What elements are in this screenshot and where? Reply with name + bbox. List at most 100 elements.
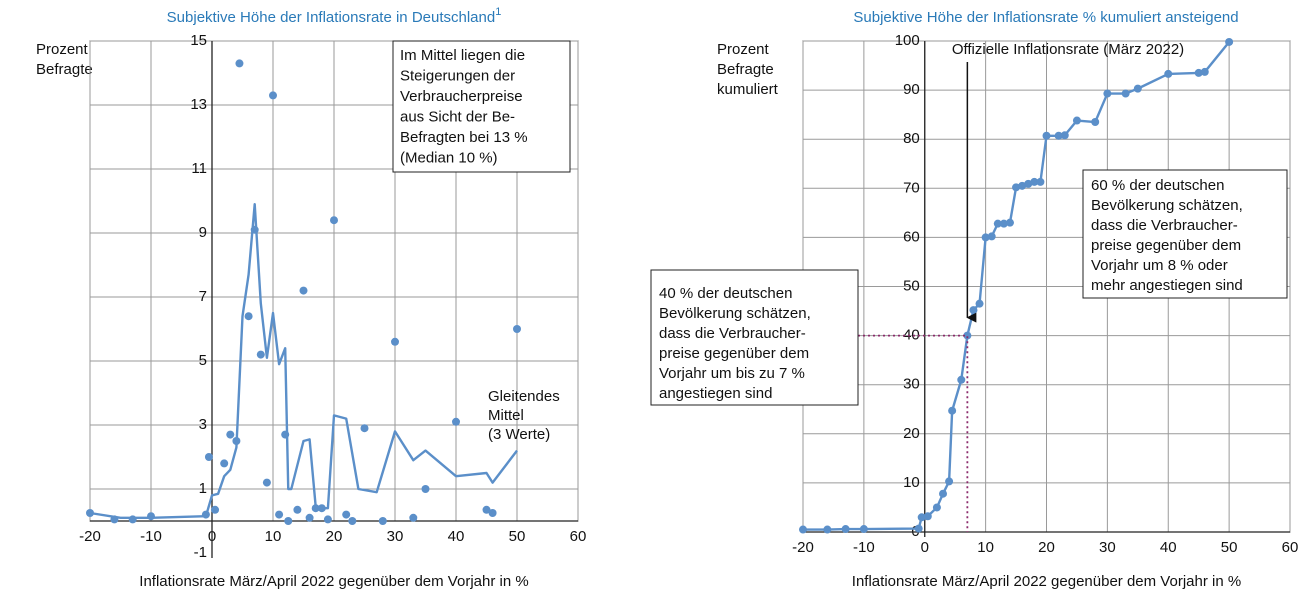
data-point: [987, 232, 996, 241]
data-point: [939, 489, 948, 498]
x-tick-label: 30: [387, 528, 404, 545]
y-tick-label: 70: [903, 179, 920, 196]
y-tick-label: 10: [903, 474, 920, 491]
data-point: [999, 219, 1008, 228]
data-point: [1042, 131, 1051, 140]
annotation-text: angestiegen sind: [659, 385, 772, 402]
annotation-box: [1082, 169, 1288, 299]
y-axis-label: Befragte: [36, 61, 93, 78]
data-point: [360, 424, 369, 433]
data-point: [823, 525, 832, 534]
data-point: [963, 331, 972, 340]
data-point: [1200, 67, 1209, 76]
data-point: [1133, 84, 1142, 93]
data-point: [1103, 89, 1112, 98]
data-point: [421, 485, 430, 493]
y-tick-label: 5: [199, 352, 207, 369]
data-point: [948, 406, 957, 415]
y-tick-label: 80: [903, 130, 920, 147]
series-line: [89, 203, 518, 519]
data-point: [409, 513, 418, 522]
y-tick-label: 11: [191, 160, 207, 177]
data-point: [1121, 89, 1130, 98]
y-tick-label: 40: [903, 327, 920, 344]
y-tick-label: 13: [190, 96, 207, 113]
data-point: [1164, 69, 1173, 78]
annotation-text: Befragten bei 13 %: [400, 129, 528, 146]
y-tick-label: 1: [199, 480, 207, 497]
data-point: [452, 417, 460, 426]
annotation-text: (Median 10 %): [400, 149, 498, 166]
title-text: Subjektive Höhe der Inflationsrate in De…: [167, 9, 496, 26]
annotation-text: Bevölkerung schätzen,: [1091, 197, 1243, 214]
data-point: [1194, 68, 1203, 77]
annotation-text: Vorjahr um bis zu 7 %: [659, 365, 805, 382]
y-tick-label: 15: [190, 32, 207, 49]
data-point: [482, 505, 491, 514]
x-tick-label: -10: [140, 528, 162, 545]
y-axis-label: kumuliert: [717, 81, 779, 98]
data-point: [348, 517, 357, 525]
y-tick-label: 90: [903, 81, 920, 98]
annotation-text: Verbraucherpreise: [400, 88, 523, 105]
data-point: [1018, 181, 1027, 190]
x-tick-label: -10: [853, 539, 875, 556]
data-point: [993, 219, 1002, 228]
data-point: [975, 299, 984, 308]
data-point: [799, 525, 807, 534]
data-point: [1054, 131, 1063, 140]
y-tick-label: 3: [199, 416, 207, 433]
y-tick-label: 100: [895, 32, 920, 49]
data-point: [1072, 116, 1081, 125]
data-point: [1060, 131, 1069, 140]
x-tick-label: -20: [79, 528, 101, 545]
data-point: [923, 512, 932, 521]
x-tick-label: -20: [792, 539, 814, 556]
annotation-text: dass die Verbraucher-: [659, 325, 806, 342]
data-point: [256, 350, 265, 359]
x-tick-label: 50: [1221, 539, 1238, 556]
data-point: [269, 91, 277, 100]
title-footnote: 1: [495, 6, 501, 18]
x-axis-label: Inflationsrate März/April 2022 gegenüber…: [139, 573, 528, 590]
data-point: [932, 503, 941, 512]
annotation-text: aus Sicht der Be-: [400, 108, 515, 125]
y-tick-label: 7: [199, 288, 207, 305]
annotation-text: preise gegenüber dem: [659, 345, 809, 362]
annotation-text: Gleitendes: [488, 388, 560, 405]
x-tick-label: 20: [1038, 539, 1055, 556]
y-tick-label: 50: [903, 277, 920, 294]
y-axis-label: Befragte: [717, 61, 774, 78]
data-point: [235, 59, 244, 68]
x-tick-label: 60: [570, 528, 587, 545]
data-point: [391, 337, 399, 346]
data-point: [1036, 177, 1045, 186]
annotation-text: Mittel: [488, 407, 524, 424]
annotation-text: (3 Werte): [488, 426, 550, 443]
data-point: [1030, 177, 1039, 186]
chart-title: Subjektive Höhe der Inflationsrate in De…: [167, 6, 502, 26]
y-axis-label: Prozent: [36, 41, 89, 58]
data-point: [945, 477, 954, 486]
x-axis-label: Inflationsrate März/April 2022 gegenüber…: [852, 573, 1241, 590]
data-point: [841, 525, 850, 534]
y-tick-label: 30: [903, 376, 920, 393]
title-text: Subjektive Höhe der Inflationsrate % kum…: [853, 9, 1238, 26]
data-point: [226, 430, 235, 439]
annotation-text: Offizielle Inflationsrate (März 2022): [952, 41, 1184, 58]
annotation-text: 60 % der deutschen: [1091, 177, 1224, 194]
x-tick-label: 40: [448, 528, 465, 545]
data-point: [342, 510, 351, 519]
x-tick-label: 0: [921, 539, 929, 556]
data-point: [220, 459, 229, 468]
annotation-box: [392, 40, 571, 173]
data-point: [914, 524, 923, 533]
x-tick-label: 20: [326, 528, 343, 545]
data-point: [1225, 37, 1234, 46]
data-point: [305, 513, 314, 522]
annotation-text: Vorjahr um 8 % oder: [1091, 257, 1228, 274]
reference-line: [803, 334, 969, 532]
data-point: [488, 509, 497, 517]
x-tick-label: 40: [1160, 539, 1177, 556]
